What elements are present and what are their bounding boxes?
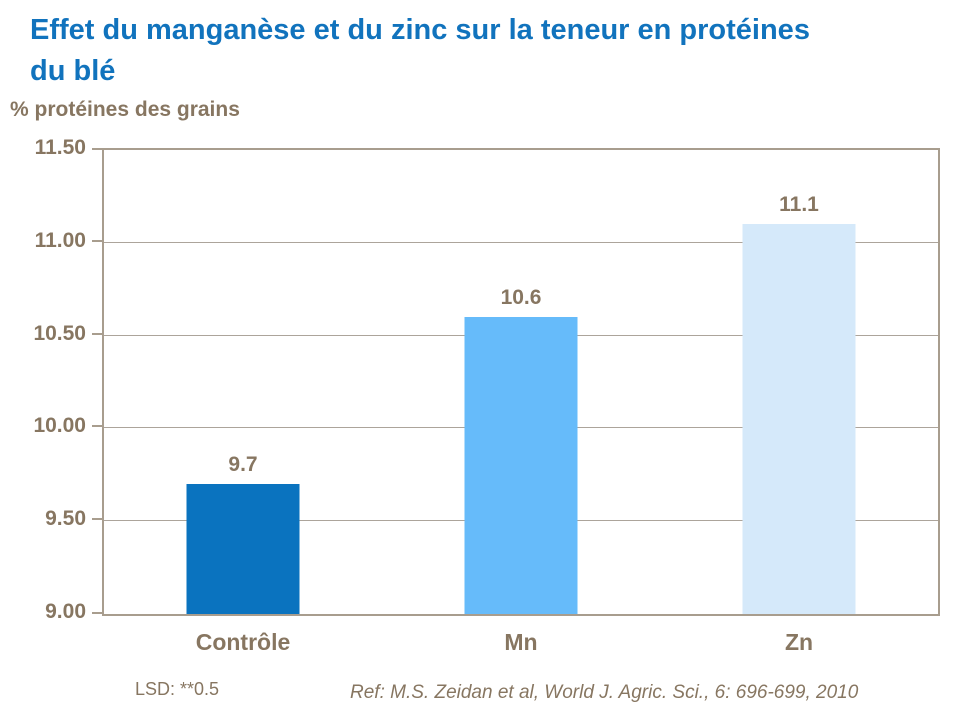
gridline	[104, 241, 938, 243]
bar-value-label-mn: 10.6	[500, 286, 542, 310]
y-axis-tick	[92, 518, 104, 521]
x-axis-label-controle: Contrôle	[195, 629, 291, 655]
bars-row: 9.7 Contrôle 10.6 Mn 11.1 Zn	[104, 150, 938, 655]
bar-zn: 11.1	[742, 193, 856, 614]
bar-mn: 10.6	[464, 286, 578, 614]
bar-value-label-controle: 9.7	[228, 453, 258, 477]
y-axis-tick	[92, 239, 104, 242]
y-tick-label: 9.50	[45, 507, 86, 531]
reference-citation: Ref: M.S. Zeidan et al, World J. Agric. …	[350, 682, 859, 703]
y-tick-label: 11.50	[34, 136, 86, 159]
y-tick-label: 9.00	[45, 600, 86, 623]
y-axis-tick	[92, 148, 104, 150]
chart-title-line-2: du blé	[30, 55, 116, 87]
plot-area: 9.7 Contrôle 10.6 Mn 11.1 Zn	[92, 148, 940, 655]
y-axis-tick	[92, 612, 104, 614]
y-tick-label: 10.50	[33, 321, 86, 345]
y-axis-caption: % protéines des grains	[10, 98, 240, 121]
chart-title: Effet du manganèse et du zinc sur la ten…	[30, 10, 810, 92]
x-axis-label-zn: Zn	[784, 629, 814, 655]
lsd-note: LSD: **0.5	[135, 679, 220, 699]
y-axis-tick	[92, 425, 104, 428]
y-axis-tick-labels: 11.50 11.00 10.50 10.00 9.50 9.00	[0, 136, 86, 623]
bar-group-mn: 10.6 Mn	[382, 150, 660, 655]
chart-title-line-1: Effet du manganèse et du zinc sur la ten…	[30, 14, 810, 46]
bar-group-controle: 9.7 Contrôle	[104, 150, 382, 655]
bar-controle: 9.7	[186, 453, 300, 614]
y-tick-label: 11.00	[34, 228, 86, 252]
x-axis-label-mn: Mn	[504, 629, 538, 655]
bar-group-zn: 11.1 Zn	[660, 150, 938, 655]
y-axis-tick	[92, 332, 104, 335]
y-tick-label: 10.00	[33, 414, 86, 438]
bar-value-label-zn: 11.1	[779, 193, 819, 217]
